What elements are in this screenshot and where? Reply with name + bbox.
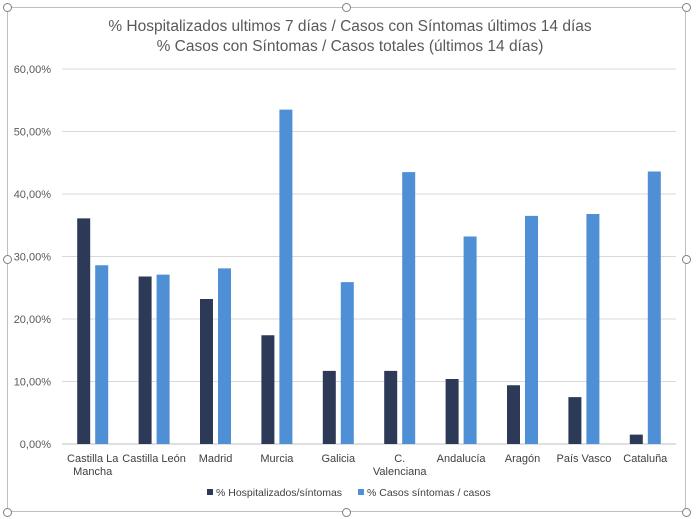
- bar-hospitalizados[interactable]: [261, 335, 275, 444]
- x-category-label: Castilla La: [67, 453, 119, 465]
- y-tick-label: 20,00%: [14, 314, 52, 326]
- resize-handle-bottom-right[interactable]: [682, 508, 691, 517]
- bars: [77, 109, 661, 445]
- x-category-label: Andalucía: [437, 453, 487, 465]
- legend-label[interactable]: % Hospitalizados/síntomas: [216, 487, 342, 499]
- y-tick-label: 40,00%: [14, 189, 52, 201]
- x-category-label: Madrid: [199, 453, 233, 465]
- bar-casos-sintomas[interactable]: [95, 265, 109, 444]
- x-category-label: Cataluña: [623, 453, 668, 465]
- legend-swatch: [207, 489, 213, 495]
- resize-handle-middle-right[interactable]: [682, 255, 691, 264]
- y-axis-tick-labels: 0,00% 10,00% 20,00% 30,00% 40,00% 50,00% 60,00…: [14, 64, 52, 451]
- x-category-label: Galicia: [321, 453, 356, 465]
- x-category-label: Murcia: [260, 453, 294, 465]
- bar-casos-sintomas[interactable]: [218, 268, 231, 444]
- y-tick-label: 50,00%: [14, 127, 52, 139]
- bar-casos-sintomas[interactable]: [156, 274, 170, 444]
- legend: % Hospitalizados/síntomas % Casos síntoma…: [207, 487, 491, 499]
- bar-casos-sintomas[interactable]: [525, 215, 538, 444]
- bar-hospitalizados[interactable]: [384, 370, 398, 444]
- x-category-label: Aragón: [505, 453, 540, 465]
- bar-hospitalizados[interactable]: [568, 397, 582, 444]
- bar-hospitalizados[interactable]: [200, 299, 213, 444]
- y-tick-label: 0,00%: [20, 439, 51, 451]
- chart-title-line-2: % Casos con Síntomas / Casos totales (úl…: [157, 38, 544, 55]
- resize-handle-bottom-middle[interactable]: [342, 508, 351, 517]
- bar-hospitalizados[interactable]: [77, 218, 91, 444]
- resize-handle-top-middle[interactable]: [342, 3, 351, 12]
- resize-handle-bottom-left[interactable]: [3, 508, 12, 517]
- resize-handle-middle-left[interactable]: [3, 255, 12, 264]
- bar-hospitalizados[interactable]: [138, 276, 152, 445]
- y-tick-label: 30,00%: [14, 252, 52, 264]
- x-category-label: Mancha: [73, 466, 113, 478]
- x-category-label: C.: [394, 453, 405, 465]
- bar-hospitalizados[interactable]: [445, 379, 459, 444]
- bar-casos-sintomas[interactable]: [586, 214, 600, 444]
- legend-label[interactable]: % Casos síntomas / casos: [367, 487, 491, 499]
- resize-handle-top-left[interactable]: [3, 3, 12, 12]
- bar-casos-sintomas[interactable]: [463, 236, 477, 445]
- x-category-label: Castilla León: [122, 453, 186, 465]
- y-tick-label: 10,00%: [14, 377, 52, 389]
- bar-hospitalizados[interactable]: [322, 370, 336, 444]
- bar-hospitalizados[interactable]: [507, 385, 520, 444]
- bar-casos-sintomas[interactable]: [340, 282, 354, 444]
- x-category-label: País Vasco: [556, 453, 611, 465]
- chart-title-line-1: % Hospitalizados ultimos 7 días / Casos …: [108, 18, 592, 35]
- y-tick-label: 60,00%: [14, 64, 52, 76]
- resize-handle-top-right[interactable]: [682, 3, 691, 12]
- legend-swatch: [358, 489, 364, 495]
- bar-casos-sintomas[interactable]: [647, 171, 661, 445]
- bar-hospitalizados[interactable]: [629, 434, 643, 444]
- x-category-label: Valenciana: [373, 466, 427, 478]
- gridlines: [62, 68, 676, 445]
- bar-casos-sintomas[interactable]: [279, 109, 293, 444]
- bar-casos-sintomas[interactable]: [402, 172, 416, 444]
